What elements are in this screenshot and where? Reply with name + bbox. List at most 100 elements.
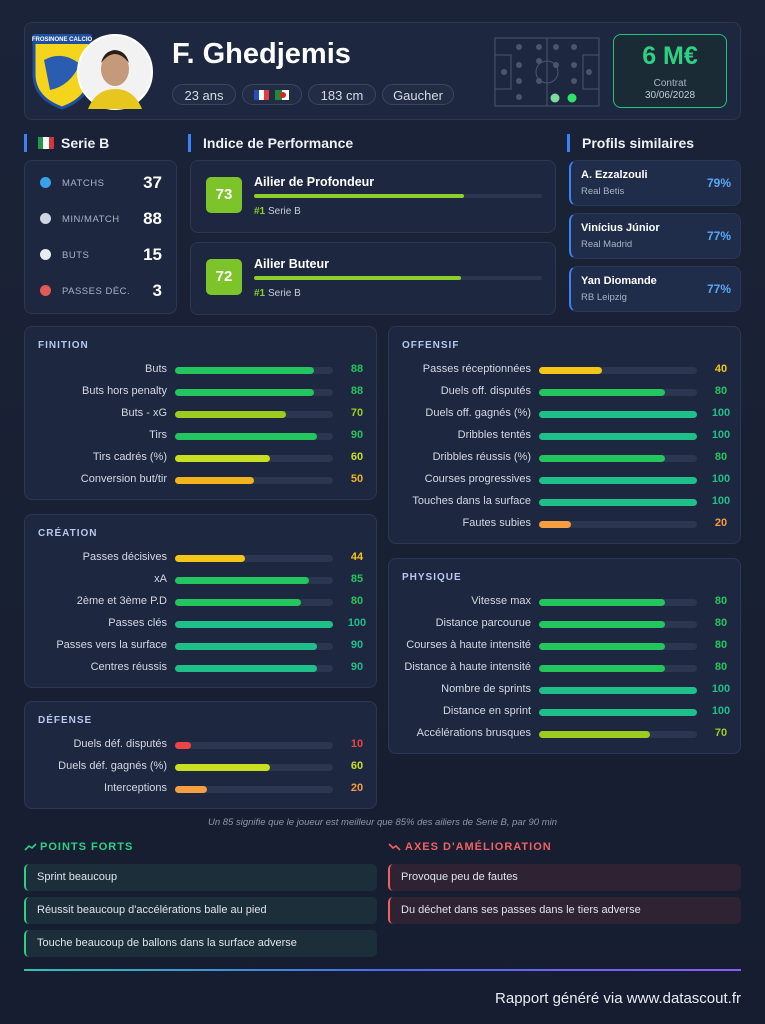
stat-track (175, 555, 333, 562)
stat-track (175, 764, 333, 771)
stat-label: Passes réceptionnées (422, 363, 531, 375)
league-name: Serie B (24, 134, 109, 152)
stat-bar (175, 599, 302, 606)
score-box: 73 (206, 177, 242, 213)
stat-label: Tirs cadrés (%) (92, 451, 167, 463)
stat-label: Passes clés (108, 617, 167, 629)
stat-track (539, 643, 697, 650)
similar-score: 79% (706, 176, 731, 190)
stat-label: MIN/MATCH (62, 214, 120, 225)
stat-value: 40 (714, 363, 728, 375)
stat-label: Centres réussis (90, 661, 167, 673)
stat-value: 80 (714, 661, 728, 673)
stat-bar (539, 499, 697, 506)
flags (254, 90, 289, 100)
stat-track (175, 786, 333, 793)
nationality-pill (242, 84, 302, 105)
stat-track (539, 389, 697, 396)
stat-value: 88 (143, 209, 162, 228)
similar-card (569, 213, 741, 259)
similar-card (569, 160, 741, 206)
stat-bar (539, 621, 666, 628)
similar-score: 77% (706, 229, 731, 243)
improvement-item: Provoque peu de fautes (388, 864, 741, 891)
stat-bar (175, 643, 318, 650)
market-value: 6 M€ (642, 42, 698, 70)
stat-bar (175, 665, 318, 672)
similar-name: Vinícius Júnior (581, 222, 660, 234)
stat-label: Duels déf. disputés (73, 738, 167, 750)
stat-label: Accélérations brusques (416, 727, 531, 739)
stat-bar (539, 599, 666, 606)
stat-track (539, 687, 697, 694)
footer: Rapport généré via www.datascout.fr (495, 990, 741, 1007)
stat-label: Conversion but/tir (80, 473, 167, 485)
stat-label: Dribbles tentés (457, 429, 531, 441)
role: Ailier Buteur (254, 257, 330, 271)
stat-track (175, 433, 333, 440)
similar-name: A. Ezzalzouli (581, 169, 648, 181)
stat-track (539, 411, 697, 418)
stat-value: 70 (350, 407, 364, 419)
stat-bar (539, 687, 697, 694)
stat-label: Distance en sprint (442, 705, 531, 717)
stat-value: 60 (350, 451, 364, 463)
strength-item: Réussit beaucoup d'accélérations balle a… (24, 897, 377, 924)
stat-label: Tirs (149, 429, 167, 441)
stat-bar (539, 477, 697, 484)
tag: Gaucher (382, 84, 454, 105)
stat-track (175, 621, 333, 628)
score-fill (254, 276, 462, 280)
similar-club: Real Madrid (581, 239, 633, 250)
similar-score: 77% (706, 282, 731, 296)
stat-label: Distance à haute intensité (404, 661, 531, 673)
stat-bar (539, 665, 666, 672)
similar-club: RB Leipzig (581, 292, 627, 303)
stat-label: Courses à haute intensité (406, 639, 531, 651)
stat-track (175, 643, 333, 650)
stat-label: Interceptions (104, 782, 167, 794)
club-name: FROSINONE CALCIO (32, 37, 93, 43)
tag: 183 cm (308, 84, 376, 105)
stat-label: Buts (144, 363, 167, 375)
stat-bar (539, 731, 650, 738)
stat-bar (175, 742, 191, 749)
stat-value: 44 (350, 551, 364, 563)
spacer (24, 830, 741, 831)
stat-bar (539, 389, 666, 396)
contract-date: 30/06/2028 (644, 90, 696, 101)
stat-icon (40, 213, 51, 224)
similar-card (569, 266, 741, 312)
stat-value: 80 (714, 595, 728, 607)
stat-bar (175, 433, 318, 440)
stat-value: 70 (714, 727, 728, 739)
stat-label: Duels off. gagnés (%) (425, 407, 531, 419)
strengths-title: POINTS FORTS (40, 841, 134, 853)
section-title: FINITION (38, 340, 89, 351)
stat-bar (539, 455, 666, 462)
stat-value: 10 (350, 738, 364, 750)
score-track (254, 194, 542, 198)
stat-track (175, 477, 333, 484)
stat-label: Fautes subies (462, 517, 531, 529)
stat-track (539, 599, 697, 606)
stat-label: Passes vers la surface (56, 639, 167, 651)
stat-track (175, 455, 333, 462)
tag: 23 ans (172, 84, 236, 105)
stat-value: 80 (350, 595, 364, 607)
stat-label: 2ème et 3ème P.D (76, 595, 167, 607)
similar-club: Real Betis (581, 186, 625, 197)
stat-value: 85 (350, 573, 364, 585)
stat-track (539, 621, 697, 628)
stat-track (175, 577, 333, 584)
stat-bar (175, 477, 254, 484)
stat-label: Duels déf. gagnés (%) (58, 760, 167, 772)
stat-bar (539, 643, 666, 650)
similar-title: Profils similaires (567, 134, 694, 152)
stat-label: Buts hors penalty (82, 385, 167, 397)
stat-value: 80 (714, 617, 728, 629)
stat-bar (175, 367, 315, 374)
similar-name: Yan Diomande (581, 275, 657, 287)
stat-track (539, 665, 697, 672)
